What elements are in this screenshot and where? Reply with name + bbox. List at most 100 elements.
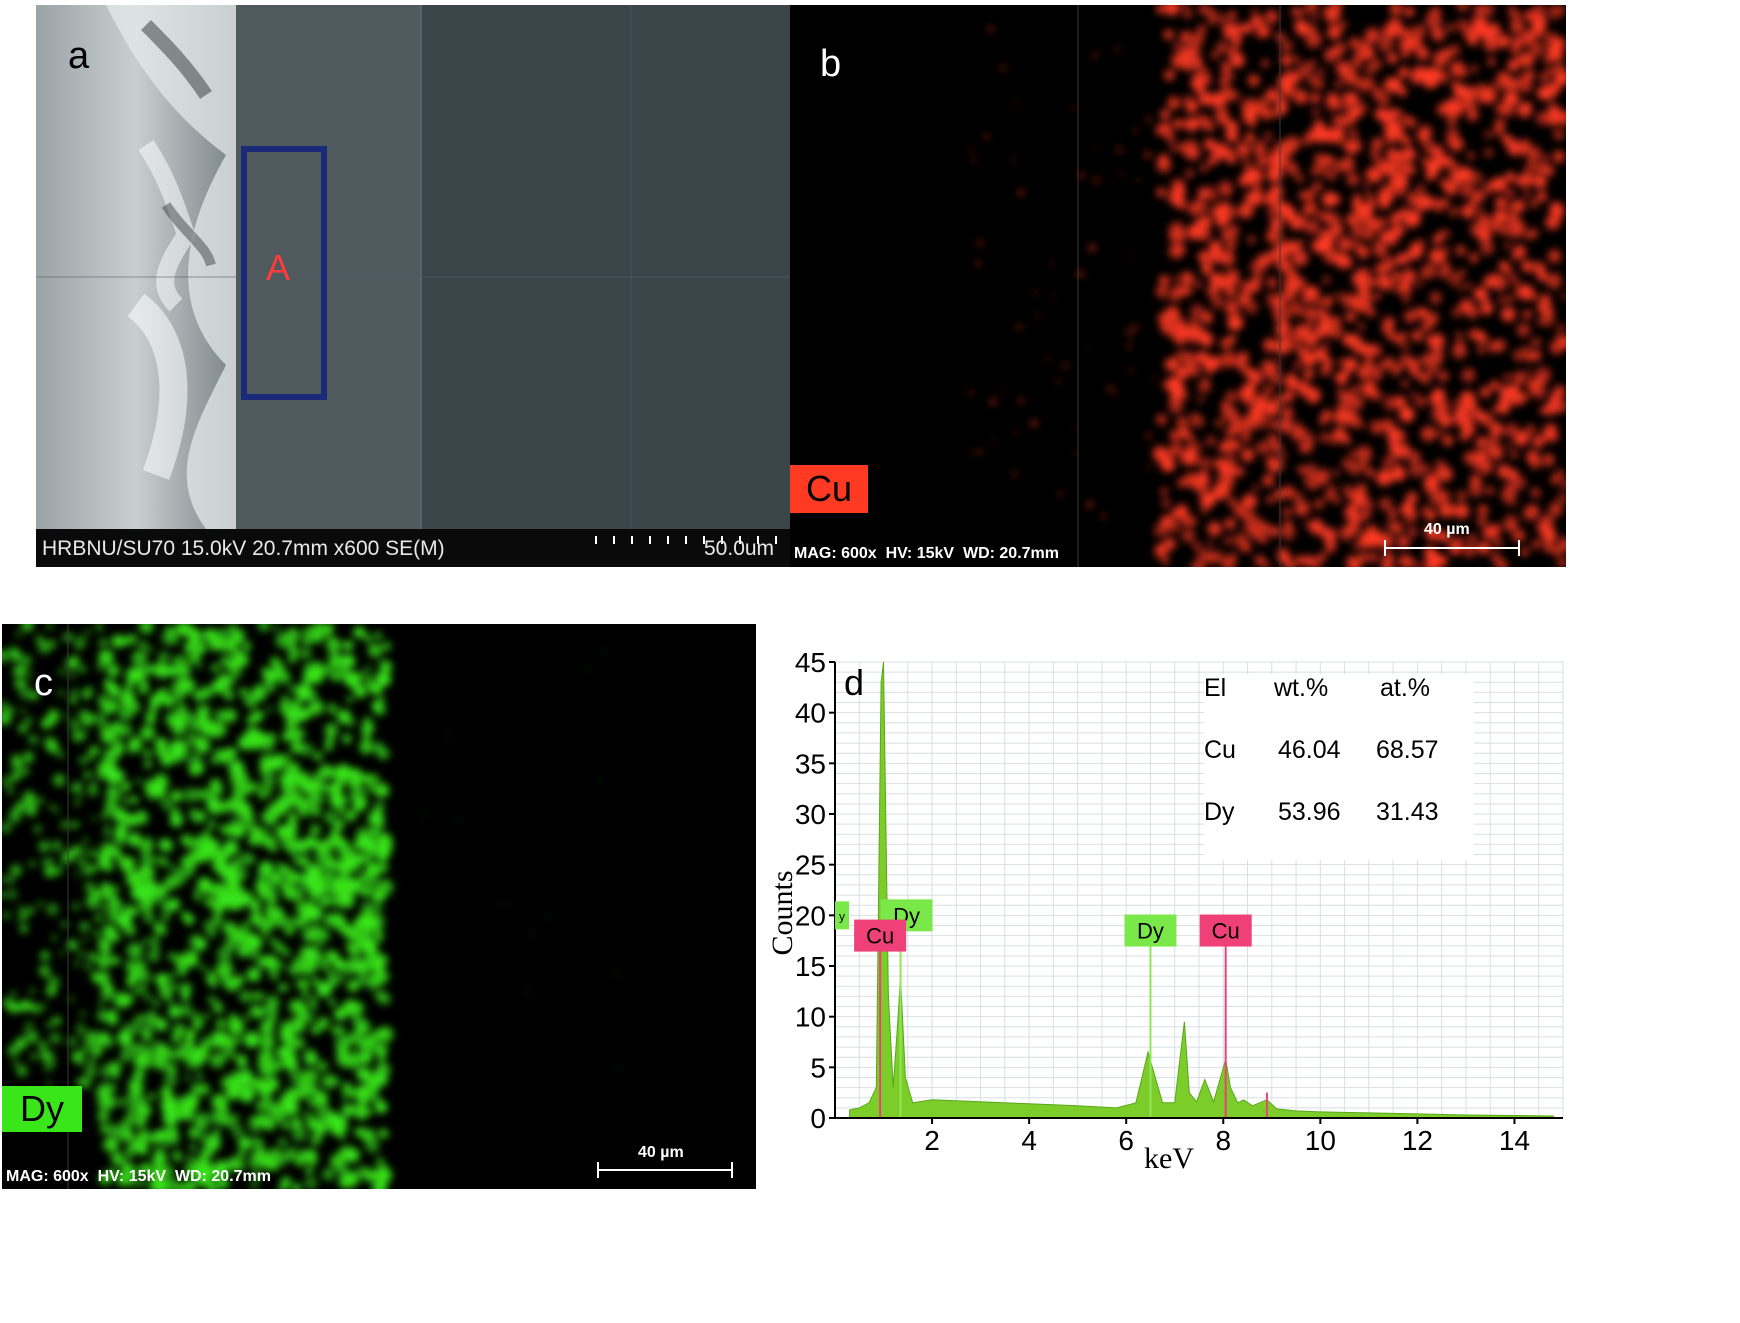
cu-signal-speck [1543, 543, 1553, 553]
dy-signal-speck [299, 647, 312, 660]
dy-signal-speck [247, 854, 256, 864]
cu-signal-speck [969, 148, 974, 153]
cu-signal-speck [1219, 354, 1234, 369]
dy-signal-speck [100, 1123, 111, 1134]
dy-signal-speck [30, 860, 36, 866]
dy-signal-speck [280, 835, 296, 850]
dy-signal-speck [128, 906, 139, 917]
dy-signal-speck [375, 1027, 390, 1042]
dy-signal-speck [162, 1110, 179, 1126]
cu-signal-speck [1476, 332, 1488, 345]
cu-signal-speck [1214, 108, 1229, 123]
dy-signal-speck [275, 825, 289, 839]
dy-signal-speck [172, 1023, 186, 1036]
dy-signal-speck [375, 934, 383, 943]
cu-signal-speck [1220, 86, 1235, 101]
dy-signal-speck [38, 640, 52, 654]
y-tick-label: 45 [795, 647, 826, 678]
x-tick-label: 8 [1215, 1125, 1231, 1156]
cu-signal-speck [1468, 253, 1479, 263]
cu-signal-speck [1398, 37, 1414, 53]
cu-signal-speck [1197, 24, 1207, 35]
dy-signal-speck [264, 680, 277, 693]
dy-signal-speck [369, 809, 384, 825]
dy-signal-speck [259, 1060, 276, 1077]
dy-signal-speck [106, 664, 121, 678]
cu-signal-speck [1272, 443, 1282, 452]
cu-signal-speck [1293, 362, 1301, 369]
cu-signal-speck [1188, 412, 1203, 427]
dy-signal-speck [276, 795, 292, 812]
dy-signal-speck [271, 1107, 287, 1123]
cu-signal-speck [975, 260, 981, 266]
dy-signal-speck [230, 875, 243, 887]
cu-signal-speck [1158, 121, 1174, 137]
dy-signal-speck [133, 1068, 145, 1081]
cu-signal-speck [1493, 339, 1507, 352]
cu-signal-speck [1357, 322, 1365, 331]
sem-info-bar [36, 529, 790, 567]
dy-signal-speck [259, 1155, 270, 1166]
dy-signal-speck [203, 1013, 210, 1020]
cu-signal-speck [1235, 467, 1245, 477]
cu-signal-speck [1468, 170, 1483, 185]
dy-signal-speck [99, 1171, 112, 1185]
dy-signal-speck [182, 1051, 194, 1063]
cu-signal-speck [1462, 206, 1475, 219]
dy-signal-speck [67, 671, 76, 680]
cu-signal-speck [1373, 238, 1383, 248]
cu-signal-speck [1304, 219, 1320, 235]
cu-signal-speck [1297, 23, 1307, 34]
dy-signal-speck [369, 974, 379, 984]
cu-signal-speck [1469, 474, 1482, 486]
dy-signal-speck [241, 894, 252, 905]
dy-signal-speck [125, 679, 134, 689]
dy-signal-speck [300, 708, 312, 720]
cu-signal-speck [1327, 25, 1342, 40]
dy-signal-speck [110, 896, 119, 905]
cu-signal-speck [1365, 468, 1375, 478]
dy-signal-speck [68, 719, 81, 731]
cu-signal-speck [1058, 491, 1063, 496]
dy-signal-speck [10, 806, 22, 818]
dy-signal-speck [238, 687, 248, 697]
cu-signal-speck [1552, 150, 1565, 163]
dy-signal-speck [325, 1111, 340, 1126]
dy-signal-speck [274, 914, 289, 929]
dy-signal-speck [247, 699, 257, 709]
cu-signal-speck [1312, 347, 1327, 361]
dy-signal-speck [336, 1051, 352, 1067]
dy-signal-speck [195, 1171, 208, 1184]
cu-signal-speck [1436, 103, 1449, 116]
cu-signal-speck [1240, 542, 1252, 553]
dy-signal-speck [259, 894, 266, 901]
dy-signal-speck [371, 1094, 381, 1104]
dy-signal-speck [170, 790, 183, 802]
cu-signal-speck [1557, 492, 1566, 504]
dy-signal-speck [347, 768, 363, 784]
sem-scale-label: 50.0um [704, 537, 775, 560]
dy-signal-speck [73, 821, 80, 828]
cu-signal-speck [1529, 228, 1539, 238]
cu-signal-speck [1291, 214, 1307, 230]
cu-signal-speck [1553, 74, 1566, 87]
dy-signal-speck [75, 1078, 83, 1086]
dy-signal-speck [145, 712, 156, 723]
dy-signal-speck [185, 1062, 193, 1070]
dy-signal-speck [11, 771, 21, 781]
cu-signal-speck [1504, 242, 1512, 249]
cu-signal-speck [1539, 514, 1555, 530]
dy-signal-speck [255, 991, 265, 1001]
cu-signal-speck [1479, 386, 1491, 398]
cu-signal-speck [1552, 63, 1566, 77]
dy-signal-speck [281, 1122, 290, 1130]
dy-signal-speck [358, 1026, 368, 1035]
dy-signal-speck [106, 734, 115, 743]
dy-signal-speck [153, 1152, 168, 1166]
cu-signal-speck [1225, 348, 1235, 357]
dy-signal-speck [99, 1034, 110, 1045]
dy-signal-speck [278, 984, 285, 992]
dy-signal-speck [209, 1052, 225, 1069]
dy-signal-speck [74, 800, 80, 806]
dy-signal-speck [503, 902, 507, 906]
